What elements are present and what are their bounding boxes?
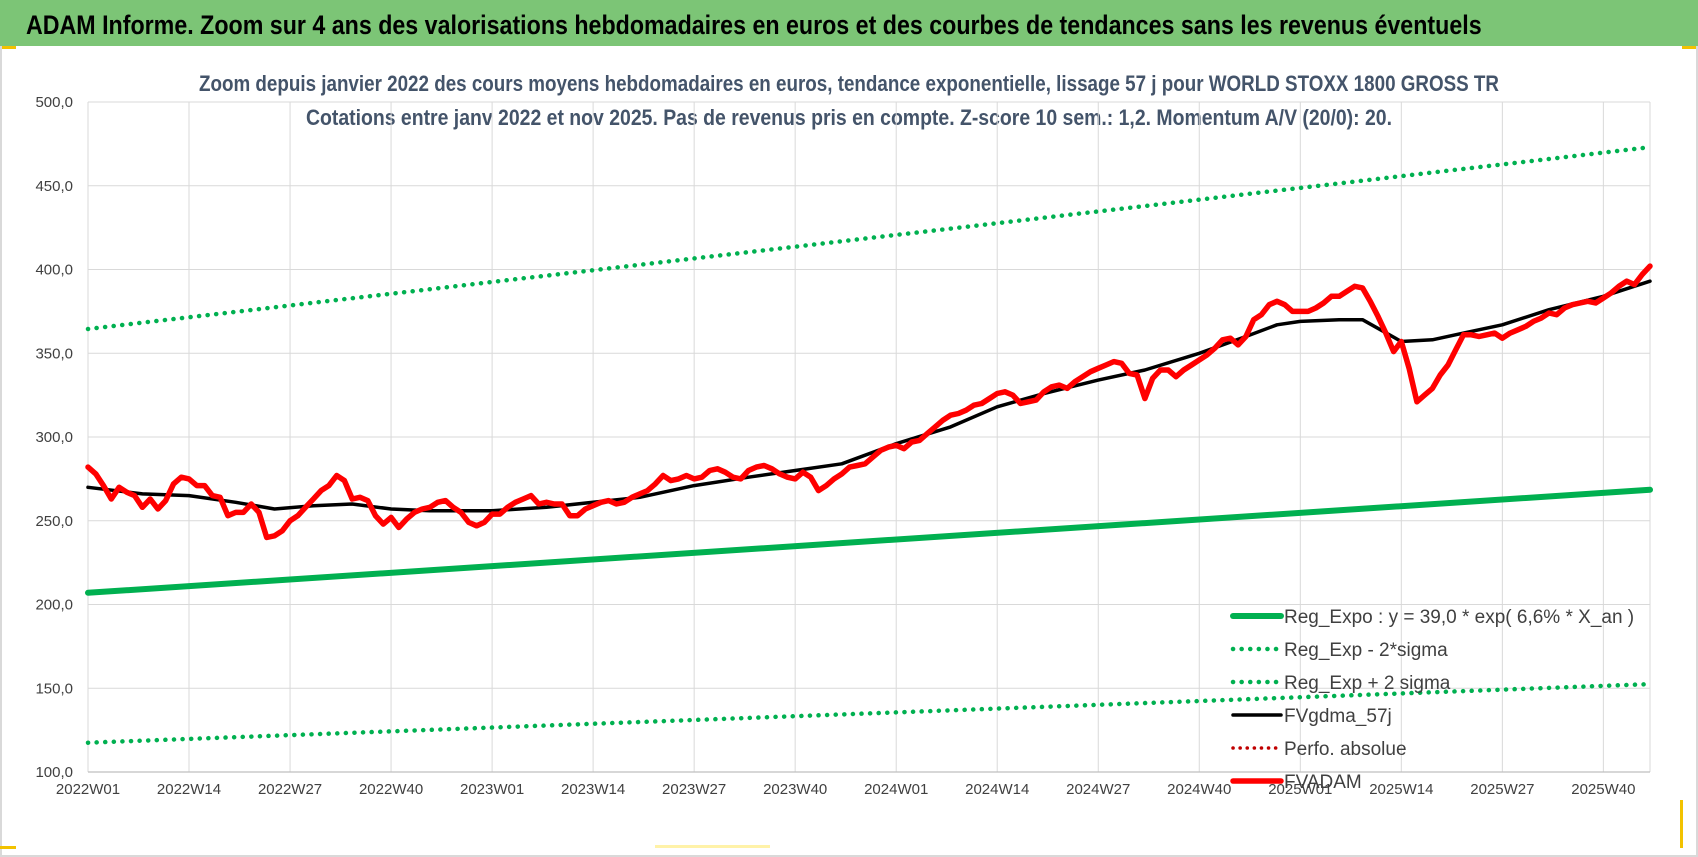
chart-subtitle: Cotations entre janv 2022 et nov 2025. P…: [306, 105, 1392, 130]
corner-mark-bottom-left: [0, 846, 16, 849]
x-tick-label: 2024W27: [1066, 781, 1130, 798]
legend-label-3: Reg_Exp + 2 sigma: [1284, 673, 1451, 694]
corner-mark-bottom-right: [1680, 800, 1683, 848]
x-tick-label: 2025W01: [1268, 781, 1332, 798]
y-tick-label: 450,0: [35, 178, 73, 195]
trend-chart: Zoom depuis janvier 2022 des cours moyen…: [35, 71, 1653, 798]
y-tick-label: 300,0: [35, 429, 73, 446]
chart-title: Zoom depuis janvier 2022 des cours moyen…: [199, 71, 1499, 96]
x-tick-label: 2025W40: [1571, 781, 1635, 798]
chart-frame: [0, 46, 1698, 857]
x-tick-label: 2022W14: [157, 781, 221, 798]
series-line-3: [85, 144, 1653, 332]
legend-label-4: FVgdma_57j: [1284, 706, 1392, 727]
x-axis: 2022W01 2022W14 2022W27 2022W40 2023W01 2023W…: [56, 781, 1636, 798]
y-tick-label: 500,0: [35, 94, 73, 111]
x-tick-label: 2023W14: [561, 781, 625, 798]
legend-label-6: FVADAM: [1284, 772, 1362, 793]
y-tick-label: 350,0: [35, 345, 73, 362]
x-tick-label: 2025W14: [1369, 781, 1433, 798]
series-line-1: [85, 486, 1653, 596]
chart-series: [85, 144, 1653, 745]
corner-mark-top-right: [1682, 46, 1698, 49]
x-tick-label: 2025W27: [1470, 781, 1534, 798]
x-tick-label: 2022W27: [258, 781, 322, 798]
y-tick-label: 100,0: [35, 764, 73, 781]
chart-legend: Reg_Expo : y = 39,0 * exp( 6,6% * X_an )…: [1230, 607, 1634, 793]
y-tick-label: 400,0: [35, 262, 73, 279]
x-tick-label: 2024W40: [1167, 781, 1231, 798]
x-tick-label: 2023W40: [763, 781, 827, 798]
y-tick-label: 150,0: [35, 680, 73, 697]
series-line-6: [85, 263, 1653, 541]
x-tick-label: 2023W27: [662, 781, 726, 798]
y-tick-label: 200,0: [35, 597, 73, 614]
x-tick-label: 2023W01: [460, 781, 524, 798]
legend-label-1: Reg_Expo : y = 39,0 * exp( 6,6% * X_an ): [1284, 607, 1634, 628]
x-tick-label: 2022W01: [56, 781, 120, 798]
bottom-highlight: [655, 845, 770, 848]
legend-label-2: Reg_Exp - 2*sigma: [1284, 640, 1448, 661]
corner-mark-top-left: [0, 46, 16, 49]
report-title: ADAM Informe. Zoom sur 4 ans des valoris…: [26, 10, 1482, 40]
legend-label-5: Perfo. absolue: [1284, 739, 1407, 760]
series-line-2: [85, 681, 1653, 745]
y-axis: 100,0 150,0 200,0 250,0 300,0 350,0 400,0 450,0…: [35, 94, 73, 781]
x-tick-label: 2024W01: [864, 781, 928, 798]
chart-gridlines: [87, 101, 1651, 773]
y-tick-label: 250,0: [35, 513, 73, 530]
report-header: ADAM Informe. Zoom sur 4 ans des valoris…: [0, 0, 1698, 46]
x-tick-label: 2024W14: [965, 781, 1029, 798]
x-tick-label: 2022W40: [359, 781, 423, 798]
